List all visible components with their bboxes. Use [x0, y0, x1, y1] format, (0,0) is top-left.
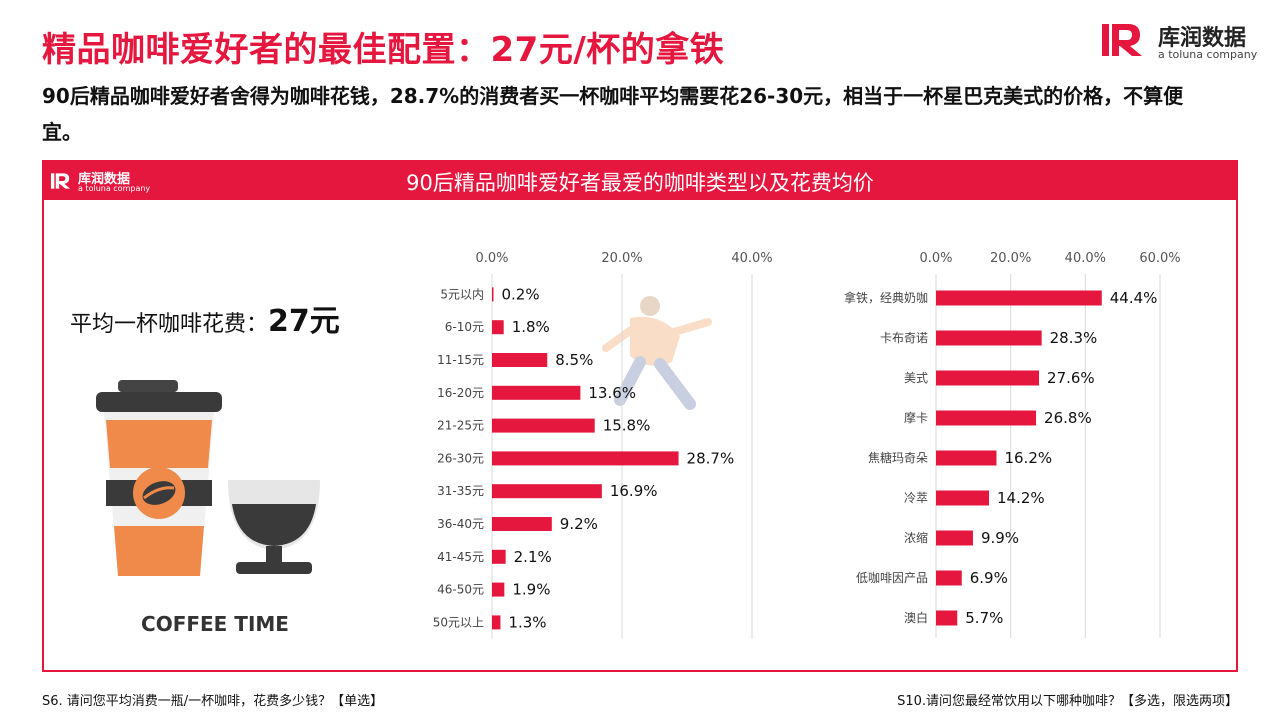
category-label: 41-45元 [437, 550, 484, 564]
kr-logo-icon [1102, 24, 1142, 56]
kr-logo-icon [50, 173, 71, 189]
data-label: 8.5% [555, 351, 593, 369]
data-label: 44.4% [1110, 289, 1158, 307]
data-label: 28.3% [1050, 329, 1098, 347]
bar [492, 549, 506, 564]
data-label: 13.6% [588, 384, 636, 402]
price-distribution-chart: 0.0% 20.0% 40.0% 5元以内 0.2% 6-10元 1.8% 11-15元 8.5… [433, 251, 773, 639]
chart-panel: 库润数据 a toluna company 90后精品咖啡爱好者最爱的咖啡类型以… [42, 160, 1238, 672]
panel-brand-tagline: a toluna company [78, 184, 151, 193]
data-label: 2.1% [514, 548, 552, 566]
bar [936, 370, 1040, 386]
footer-note-left: S6. 请问您平均消费一瓶/一杯咖啡，花费多少钱？【单选】 [42, 694, 384, 709]
average-spend: 平均一杯咖啡花费：27元 [70, 296, 340, 340]
brand-name: 库润数据 [1158, 26, 1247, 51]
category-label: 焦糖玛奇朵 [868, 450, 928, 465]
x-tick-label: 40.0% [1065, 251, 1106, 266]
x-tick-label: 0.0% [475, 251, 508, 266]
data-label: 0.2% [502, 285, 540, 303]
category-label: 16-20元 [437, 386, 484, 400]
x-tick-label: 20.0% [601, 251, 642, 266]
data-label: 16.2% [1004, 449, 1052, 467]
coffee-type-chart: 0.0% 20.0% 40.0% 60.0% 拿铁，经典奶咖 44.4% 卡布奇诺 28.3%… [844, 251, 1181, 638]
data-label: 26.8% [1044, 409, 1092, 427]
category-label: 拿铁，经典奶咖 [844, 290, 928, 305]
bar [492, 517, 552, 531]
bar [492, 582, 505, 597]
category-label: 21-25元 [437, 419, 484, 433]
category-label: 6-10元 [445, 320, 484, 334]
average-value: 27元 [268, 304, 340, 339]
category-label: 11-15元 [437, 353, 484, 367]
category-label: 31-35元 [437, 484, 484, 498]
x-tick-label: 60.0% [1139, 251, 1180, 266]
bar [492, 287, 494, 302]
category-label: 50元以上 [433, 615, 484, 629]
brand-logo: 库润数据 a toluna company [1100, 18, 1270, 66]
runner-illustration-icon [602, 296, 712, 410]
data-label: 6.9% [970, 569, 1008, 587]
data-label: 14.2% [997, 489, 1045, 507]
bar [936, 610, 958, 626]
bar [492, 615, 501, 630]
bar [936, 450, 997, 466]
page-subtitle: 90后精品咖啡爱好者舍得为咖啡花钱，28.7%的消费者买一杯咖啡平均需要花26-… [42, 84, 1184, 144]
bar [936, 330, 1042, 346]
panel-title: 90后精品咖啡爱好者最爱的咖啡类型以及花费均价 [406, 171, 874, 195]
bar [492, 385, 581, 400]
data-label: 9.2% [560, 515, 598, 533]
category-label: 卡布奇诺 [880, 331, 928, 345]
bar [936, 570, 962, 586]
data-label: 1.3% [508, 613, 546, 631]
data-label: 27.6% [1047, 369, 1095, 387]
bar [936, 290, 1102, 306]
category-label: 26-30元 [437, 451, 484, 465]
bar [492, 320, 504, 335]
coffee-cup-icon [96, 380, 320, 576]
category-label: 5元以内 [440, 287, 484, 301]
x-tick-label: 0.0% [919, 251, 952, 266]
average-label: 平均一杯咖啡花费： [70, 312, 269, 337]
bar [936, 490, 990, 506]
category-label: 冷萃 [904, 491, 928, 505]
x-tick-label: 20.0% [990, 251, 1031, 266]
data-label: 16.9% [610, 482, 658, 500]
bar [492, 353, 548, 367]
category-label: 美式 [904, 371, 928, 385]
category-label: 低咖啡因产品 [856, 570, 928, 585]
panel-header: 库润数据 a toluna company 90后精品咖啡爱好者最爱的咖啡类型以… [44, 162, 1236, 200]
data-label: 1.8% [512, 318, 550, 336]
category-label: 澳白 [904, 610, 928, 625]
footer-note-right: S10.请问您最经常饮用以下哪种咖啡？【多选，限选两项】 [897, 694, 1238, 709]
brand-tagline: a toluna company [1158, 48, 1258, 61]
bar [936, 530, 973, 546]
category-label: 36-40元 [437, 517, 484, 531]
page-title: 精品咖啡爱好者的最佳配置：27元/杯的拿铁 [42, 30, 725, 70]
data-label: 5.7% [965, 609, 1003, 627]
category-label: 46-50元 [437, 583, 484, 597]
data-label: 1.9% [512, 581, 550, 599]
coffee-time-caption: COFFEE TIME [141, 612, 289, 636]
data-label: 15.8% [603, 417, 651, 435]
bar [492, 418, 595, 433]
category-label: 摩卡 [904, 410, 928, 425]
bar [936, 410, 1037, 426]
data-label: 28.7% [687, 449, 735, 467]
data-label: 9.9% [981, 529, 1019, 547]
category-label: 浓缩 [904, 530, 928, 545]
panel-brand-name: 库润数据 [78, 172, 131, 187]
bar [492, 484, 602, 499]
bar [492, 451, 679, 466]
x-tick-label: 40.0% [731, 251, 772, 266]
